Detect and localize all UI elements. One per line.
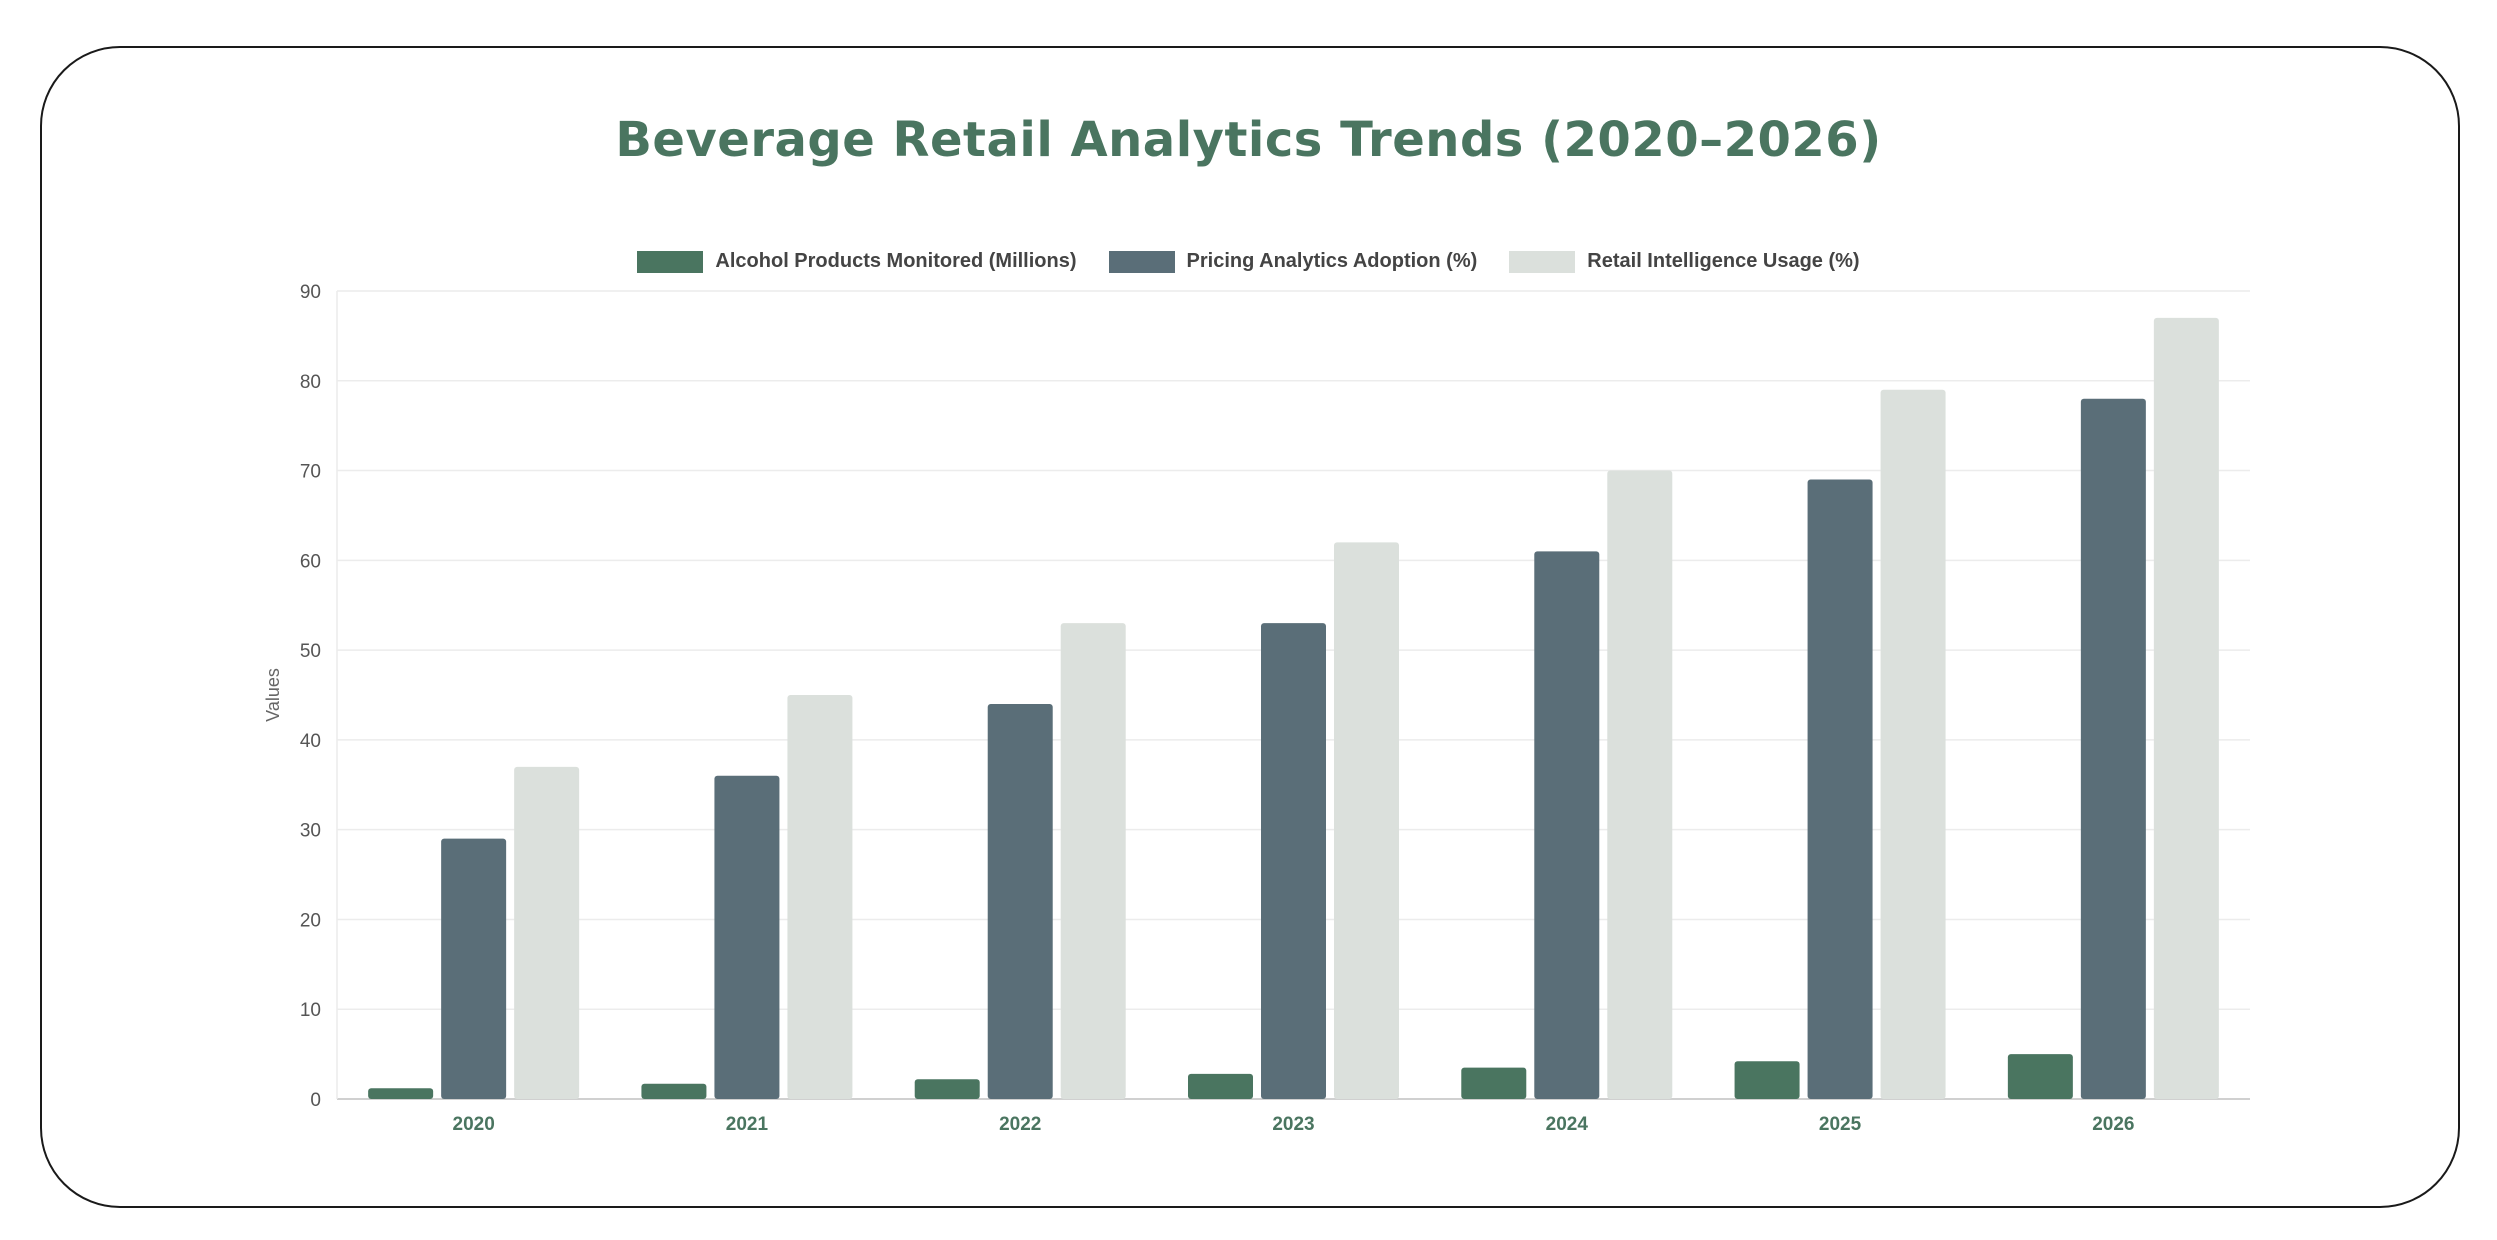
bar-2021-series-2[interactable] xyxy=(787,695,853,1099)
bar-2026-series-1[interactable] xyxy=(2080,398,2146,1099)
y-tick-label-70: 70 xyxy=(300,462,321,483)
x-tick-label-2026: 2026 xyxy=(2092,1114,2134,1135)
x-tick-label-2022: 2022 xyxy=(999,1114,1041,1135)
legend-item-2[interactable]: Retail Intelligence Usage (%) xyxy=(1509,250,1860,273)
y-tick-label-80: 80 xyxy=(300,372,321,393)
y-tick-label-40: 40 xyxy=(300,731,321,752)
bars-layer xyxy=(368,317,2219,1099)
bar-2021-series-0[interactable] xyxy=(641,1083,707,1099)
x-tick-label-2021: 2021 xyxy=(726,1114,769,1135)
bar-2022-series-2[interactable] xyxy=(1060,623,1126,1099)
legend-label-2: Retail Intelligence Usage (%) xyxy=(1587,250,1860,272)
x-tick-label-2023: 2023 xyxy=(1272,1114,1314,1135)
bar-2024-series-2[interactable] xyxy=(1607,470,1673,1099)
bar-2026-series-2[interactable] xyxy=(2153,317,2219,1099)
y-tick-label-0: 0 xyxy=(310,1090,321,1111)
x-tick-label-2020: 2020 xyxy=(453,1114,495,1135)
legend-swatch-1 xyxy=(1108,250,1175,273)
legend-label-1: Pricing Analytics Adoption (%) xyxy=(1186,250,1478,272)
bar-2025-series-1[interactable] xyxy=(1807,479,1873,1099)
legend-item-0[interactable]: Alcohol Products Monitored (Millions) xyxy=(637,250,1077,273)
bar-2023-series-0[interactable] xyxy=(1188,1073,1253,1099)
x-tick-label-2025: 2025 xyxy=(1819,1114,1862,1135)
x-tick-label-2024: 2024 xyxy=(1546,1114,1589,1135)
legend-swatch-0 xyxy=(637,250,704,273)
bar-2020-series-0[interactable] xyxy=(368,1088,434,1099)
bar-2022-series-1[interactable] xyxy=(987,703,1053,1099)
bar-2020-series-2[interactable] xyxy=(514,766,580,1099)
bar-2020-series-1[interactable] xyxy=(441,838,507,1099)
bar-2023-series-2[interactable] xyxy=(1334,542,1399,1099)
chart-title: Beverage Retail Analytics Trends (2020–2… xyxy=(615,112,1882,168)
bar-2024-series-1[interactable] xyxy=(1534,551,1600,1099)
y-tick-label-50: 50 xyxy=(300,641,321,662)
bar-2024-series-0[interactable] xyxy=(1461,1067,1527,1099)
bar-2022-series-0[interactable] xyxy=(914,1079,980,1099)
y-axis-title: Values xyxy=(263,668,283,722)
bar-2026-series-0[interactable] xyxy=(2007,1054,2073,1099)
y-tick-label-90: 90 xyxy=(300,282,321,303)
legend-item-1[interactable]: Pricing Analytics Adoption (%) xyxy=(1108,250,1478,273)
y-tick-label-30: 30 xyxy=(300,821,321,842)
bar-2023-series-1[interactable] xyxy=(1261,623,1326,1099)
y-tick-label-60: 60 xyxy=(300,551,321,572)
bar-2021-series-1[interactable] xyxy=(714,775,780,1099)
legend-swatch-2 xyxy=(1509,250,1576,273)
bar-2025-series-0[interactable] xyxy=(1734,1061,1800,1099)
y-tick-label-10: 10 xyxy=(300,1000,321,1021)
axis-layer: 0 10 20 30 40 50 60 70 80 90 2020 2021 2022 2023 2024 2… xyxy=(300,282,2135,1135)
chart-legend: Alcohol Products Monitored (Millions) Pri… xyxy=(0,250,2497,273)
legend-label-0: Alcohol Products Monitored (Millions) xyxy=(715,250,1077,272)
y-tick-label-20: 20 xyxy=(300,910,321,931)
bar-2025-series-2[interactable] xyxy=(1880,389,1946,1099)
